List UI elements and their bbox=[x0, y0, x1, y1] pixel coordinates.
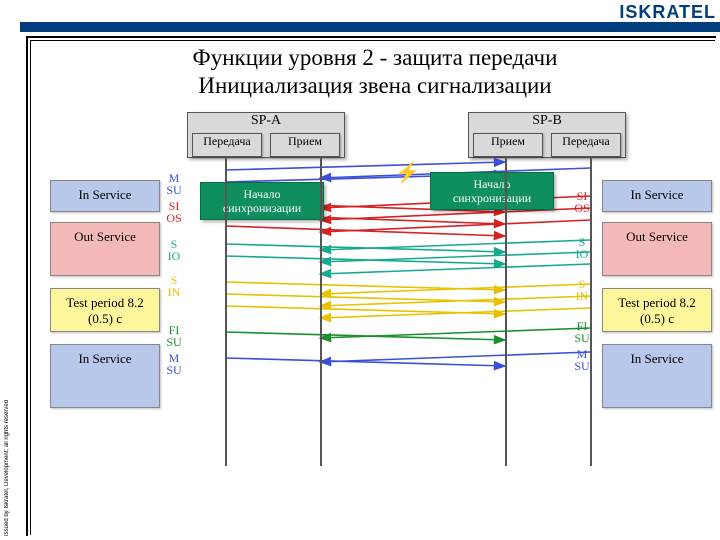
callout-sync-start-b: Начало синхронизации bbox=[430, 172, 554, 210]
right-msg-sin-2: SIN bbox=[568, 278, 596, 302]
sp-b-box: SP-B Прием Передача bbox=[468, 112, 626, 158]
left-msg-fisu-4: FISU bbox=[160, 324, 188, 348]
callout-sync-start-a: Начало синхронизации bbox=[200, 182, 324, 220]
right-state-in_service-0: In Service bbox=[602, 180, 712, 212]
sp-b-rx: Прием bbox=[473, 133, 543, 157]
left-state-in_service-3: In Service bbox=[50, 344, 160, 408]
left-state-in_service-0: In Service bbox=[50, 180, 160, 212]
sp-b-header: SP-B bbox=[469, 113, 625, 129]
right-state-test_period-2: Test period 8.2 (0.5) с bbox=[602, 288, 712, 332]
page-title: Функции уровня 2 - защита передачи Иници… bbox=[40, 44, 710, 100]
timeline-2 bbox=[505, 156, 507, 466]
left-state-test_period-2: Test period 8.2 (0.5) с bbox=[50, 288, 160, 332]
timeline-1 bbox=[320, 156, 322, 466]
right-msg-fisu-3: FISU bbox=[568, 320, 596, 344]
left-state-out_service-1: Out Service bbox=[50, 222, 160, 276]
sp-a-header: SP-A bbox=[188, 113, 344, 129]
sp-a-box: SP-A Передача Прием bbox=[187, 112, 345, 158]
sp-b-tx: Передача bbox=[551, 133, 621, 157]
left-msg-sio-2: SIO bbox=[160, 238, 188, 262]
sp-a-rx: Прием bbox=[270, 133, 340, 157]
sp-a-tx: Передача bbox=[192, 133, 262, 157]
title-line2: Инициализация звена сигнализации bbox=[198, 73, 551, 98]
title-line1: Функции уровня 2 - защита передачи bbox=[193, 45, 558, 70]
right-state-in_service-3: In Service bbox=[602, 344, 712, 408]
right-msg-sio-1: SIO bbox=[568, 236, 596, 260]
left-msg-sin-3: SIN bbox=[160, 274, 188, 298]
left-msg-msu-0: MSU bbox=[160, 172, 188, 196]
brand-logo: ISKRATEL bbox=[619, 2, 716, 23]
right-state-out_service-1: Out Service bbox=[602, 222, 712, 276]
left-msg-msu-5: MSU bbox=[160, 352, 188, 376]
right-msg-sios-0: SIOS bbox=[568, 190, 596, 214]
timeline-0 bbox=[225, 156, 227, 466]
lightning-icon: ⚡ bbox=[395, 160, 420, 185]
right-msg-msu-4: MSU bbox=[568, 348, 596, 372]
top-stripe bbox=[20, 22, 720, 32]
top-bar: ISKRATEL bbox=[0, 0, 720, 30]
copyright-sidetext: Issued by Iskratel, Development; all rig… bbox=[4, 236, 18, 536]
left-msg-sios-1: SIOS bbox=[160, 200, 188, 224]
